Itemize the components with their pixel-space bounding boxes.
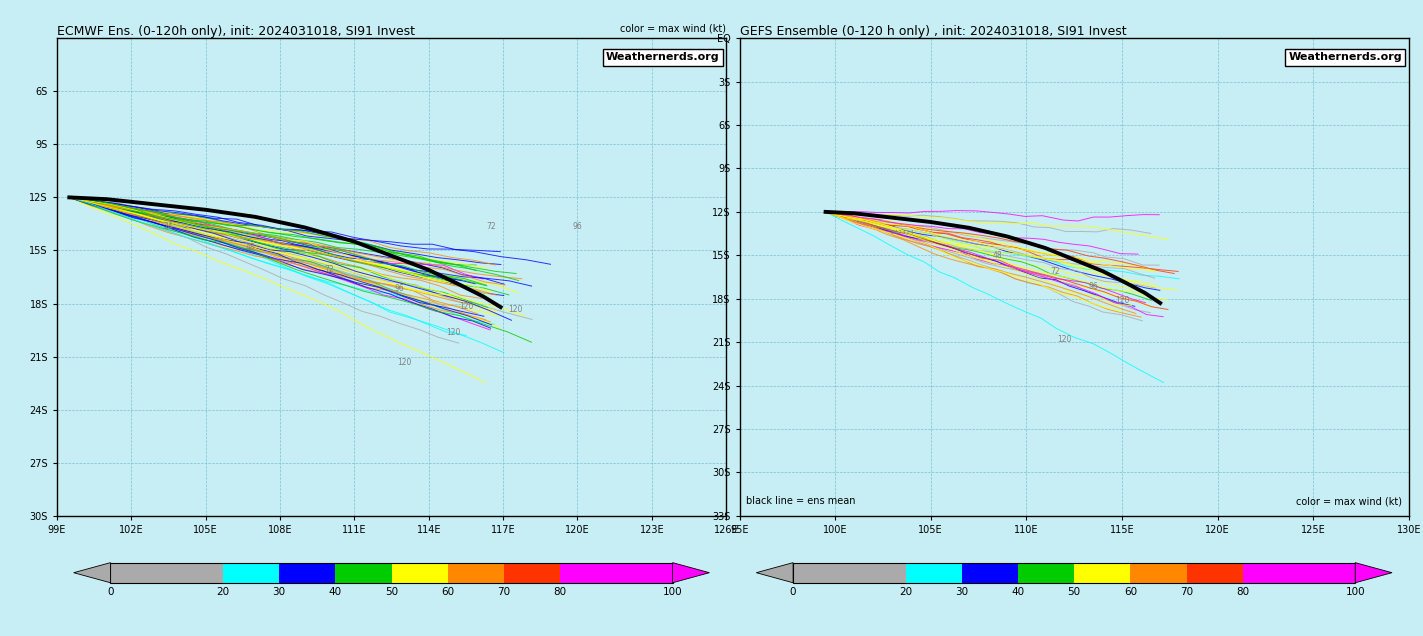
Text: 24: 24 <box>164 222 174 232</box>
Text: 120: 120 <box>1057 335 1072 344</box>
Text: 48: 48 <box>993 251 1002 260</box>
Bar <box>448 563 504 583</box>
Text: 80: 80 <box>1237 587 1249 597</box>
FancyArrow shape <box>673 563 710 583</box>
Text: color = max wind (kt): color = max wind (kt) <box>620 24 726 33</box>
Text: 20: 20 <box>899 587 912 597</box>
Bar <box>223 563 279 583</box>
Text: 60: 60 <box>441 587 454 597</box>
Bar <box>1017 563 1074 583</box>
Bar <box>279 563 336 583</box>
Text: 72: 72 <box>1050 267 1060 276</box>
Text: 50: 50 <box>1067 587 1080 597</box>
Text: GEFS Ensemble (0-120 h only) , init: 2024031018, SI91 Invest: GEFS Ensemble (0-120 h only) , init: 202… <box>740 25 1126 38</box>
Text: 50: 50 <box>386 587 398 597</box>
Text: 20: 20 <box>216 587 229 597</box>
Text: 30: 30 <box>955 587 968 597</box>
Bar <box>111 563 673 583</box>
Bar <box>1074 563 1130 583</box>
FancyArrow shape <box>1355 563 1392 583</box>
Bar <box>391 563 448 583</box>
FancyArrow shape <box>74 563 111 583</box>
Text: 0: 0 <box>790 587 797 597</box>
Text: 120: 120 <box>447 328 461 338</box>
Text: 96: 96 <box>1089 282 1099 291</box>
Text: 120: 120 <box>458 302 472 311</box>
FancyArrow shape <box>756 563 793 583</box>
Bar <box>561 563 673 583</box>
Text: 72: 72 <box>324 265 334 273</box>
Text: 72: 72 <box>485 222 495 232</box>
Text: 60: 60 <box>1124 587 1137 597</box>
Text: black line = ens mean: black line = ens mean <box>746 496 855 506</box>
Text: 30: 30 <box>273 587 286 597</box>
Text: color = max wind (kt): color = max wind (kt) <box>1296 496 1402 506</box>
Bar <box>336 563 391 583</box>
Text: 100: 100 <box>1345 587 1365 597</box>
Bar <box>793 563 905 583</box>
Bar <box>1187 563 1242 583</box>
Text: ECMWF Ens. (0-120h only), init: 2024031018, SI91 Invest: ECMWF Ens. (0-120h only), init: 20240310… <box>57 25 416 38</box>
Text: 48: 48 <box>245 244 255 252</box>
Text: 0: 0 <box>107 587 114 597</box>
Text: 70: 70 <box>498 587 511 597</box>
Text: 96: 96 <box>394 284 404 293</box>
Bar <box>905 563 962 583</box>
Text: 120: 120 <box>397 359 411 368</box>
Bar <box>504 563 561 583</box>
Bar <box>793 563 1355 583</box>
Text: 120: 120 <box>1114 296 1128 305</box>
Bar <box>962 563 1017 583</box>
Bar <box>1130 563 1187 583</box>
Text: 80: 80 <box>554 587 566 597</box>
Text: 70: 70 <box>1180 587 1192 597</box>
Text: Weathernerds.org: Weathernerds.org <box>1288 53 1402 62</box>
Bar <box>1242 563 1355 583</box>
Text: 100: 100 <box>663 587 683 597</box>
Text: 40: 40 <box>1012 587 1025 597</box>
Text: Weathernerds.org: Weathernerds.org <box>606 53 720 62</box>
Text: 96: 96 <box>572 222 582 232</box>
Text: 40: 40 <box>329 587 342 597</box>
Text: 242424: 242424 <box>889 230 914 235</box>
Text: 120: 120 <box>508 305 522 314</box>
Bar <box>111 563 223 583</box>
